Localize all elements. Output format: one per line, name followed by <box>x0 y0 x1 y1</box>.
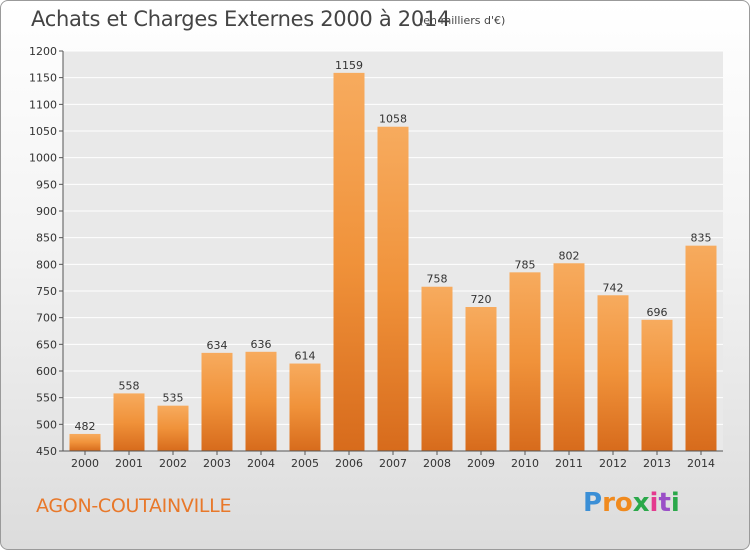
y-tick-label: 1200 <box>29 45 57 58</box>
bar-2004 <box>245 351 277 451</box>
logo-letter: r <box>602 488 615 518</box>
x-tick-label-2000: 2000 <box>71 457 99 470</box>
bar-2009 <box>465 307 497 451</box>
data-label-2008: 758 <box>427 273 448 286</box>
data-label-2014: 835 <box>691 232 712 245</box>
y-tick-label: 800 <box>36 258 57 271</box>
proxiti-logo: Proxiti <box>583 488 680 518</box>
bar-2005 <box>289 363 321 451</box>
x-tick-label-2008: 2008 <box>423 457 451 470</box>
chart-subtitle: (en milliers d'€) <box>419 14 506 27</box>
y-tick-label: 900 <box>36 205 57 218</box>
data-label-2010: 785 <box>515 258 536 271</box>
bar-2011 <box>553 263 585 451</box>
data-label-2001: 558 <box>119 379 140 392</box>
y-tick-label: 850 <box>36 232 57 245</box>
x-tick-label-2011: 2011 <box>555 457 583 470</box>
chart-title: Achats et Charges Externes 2000 à 2014 <box>31 7 451 31</box>
x-tick-label-2014: 2014 <box>687 457 715 470</box>
x-tick-label-2004: 2004 <box>247 457 275 470</box>
y-tick-label: 1150 <box>29 72 57 85</box>
place-name: AGON-COUTAINVILLE <box>36 495 232 517</box>
logo-letter: P <box>583 488 603 518</box>
bar-2002 <box>157 405 189 451</box>
x-tick-label-2009: 2009 <box>467 457 495 470</box>
data-label-2011: 802 <box>559 249 580 262</box>
x-tick-label-2010: 2010 <box>511 457 539 470</box>
y-tick-label: 650 <box>36 338 57 351</box>
x-tick-label-2001: 2001 <box>115 457 143 470</box>
y-tick-label: 750 <box>36 285 57 298</box>
logo-letter: i <box>649 488 659 518</box>
bar-2000 <box>69 433 101 451</box>
data-label-2013: 696 <box>647 306 668 319</box>
y-tick-label: 600 <box>36 365 57 378</box>
x-tick-label-2003: 2003 <box>203 457 231 470</box>
y-tick-label: 1050 <box>29 125 57 138</box>
y-tick-label: 500 <box>36 418 57 431</box>
bar-2010 <box>509 272 541 451</box>
y-tick-label: 700 <box>36 312 57 325</box>
bar-2003 <box>201 352 233 451</box>
x-tick-label-2012: 2012 <box>599 457 627 470</box>
bar-2006 <box>333 72 365 451</box>
data-label-2004: 636 <box>251 338 272 351</box>
y-tick-label: 450 <box>36 445 57 458</box>
logo-letter: i <box>670 488 680 518</box>
x-tick-label-2002: 2002 <box>159 457 187 470</box>
data-label-2000: 482 <box>75 420 96 433</box>
bar-2001 <box>113 393 145 451</box>
data-label-2002: 535 <box>163 392 184 405</box>
bar-2014 <box>685 245 717 451</box>
x-tick-label-2007: 2007 <box>379 457 407 470</box>
bar-2008 <box>421 286 453 451</box>
y-tick-label: 550 <box>36 392 57 405</box>
bar-2012 <box>597 295 629 451</box>
x-tick-label-2006: 2006 <box>335 457 363 470</box>
y-tick-label: 1100 <box>29 98 57 111</box>
data-label-2003: 634 <box>207 339 228 352</box>
data-label-2006: 1159 <box>335 59 363 72</box>
bar-2013 <box>641 319 673 451</box>
logo-letter: x <box>632 488 650 518</box>
data-label-2007: 1058 <box>379 113 407 126</box>
x-tick-label-2005: 2005 <box>291 457 319 470</box>
bar-2007 <box>377 126 409 451</box>
logo-letter: t <box>658 488 671 518</box>
logo-letter: o <box>614 488 633 518</box>
data-label-2009: 720 <box>471 293 492 306</box>
y-tick-label: 950 <box>36 178 57 191</box>
data-label-2005: 614 <box>295 350 316 363</box>
x-tick-label-2013: 2013 <box>643 457 671 470</box>
y-tick-label: 1000 <box>29 152 57 165</box>
data-label-2012: 742 <box>603 281 624 294</box>
